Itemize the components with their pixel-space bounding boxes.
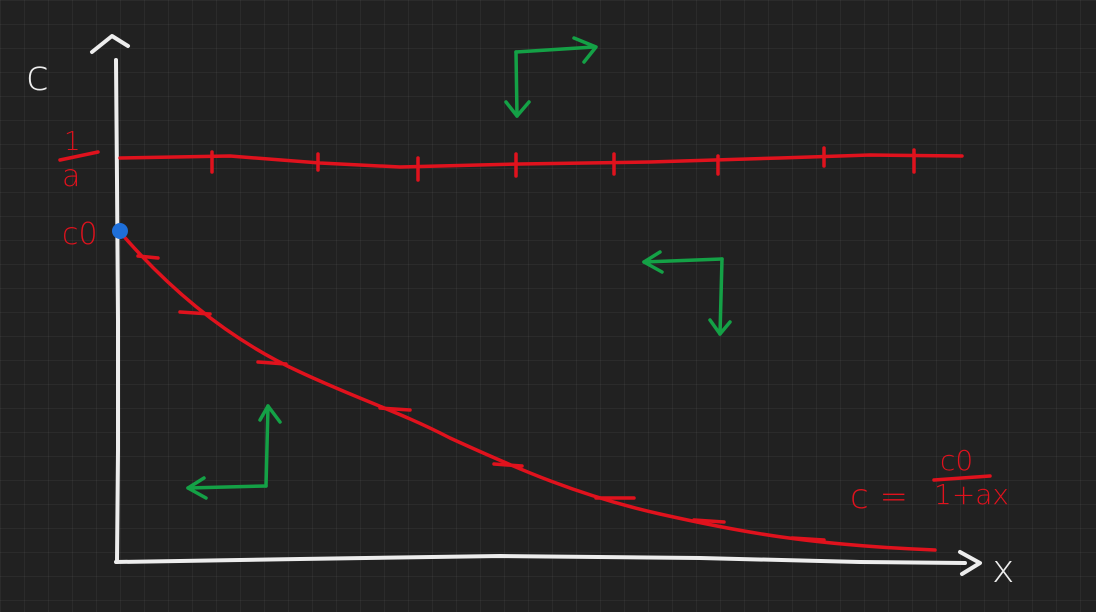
x-axis (114, 554, 967, 565)
arrow-up (264, 404, 270, 488)
arrow-up-head (258, 404, 282, 424)
direction-arrows-middle (642, 250, 732, 336)
arrow-down (718, 257, 724, 336)
direction-arrows-bottom (186, 404, 282, 500)
x-axis-label: x (992, 547, 1015, 591)
formula-numerator: c0 (940, 444, 973, 477)
tick-mark (178, 310, 212, 316)
curve-ticks (136, 254, 826, 542)
tick-mark (136, 254, 160, 260)
asymptote-ticks (210, 146, 916, 182)
c0-label: c0 (62, 217, 98, 252)
one-over-a-numerator: 1 (64, 127, 81, 157)
arrow-down-head (504, 100, 531, 118)
one-over-a-denominator: a (62, 159, 80, 194)
arrow-left-head (186, 476, 208, 500)
initial-point-marker (112, 223, 128, 239)
decay-curve (118, 230, 937, 552)
y-axis-arrowhead (90, 34, 130, 54)
tick-mark (790, 536, 826, 542)
c-axis-label: c (26, 51, 49, 100)
tick-mark (378, 406, 412, 412)
formula-lhs: c = (850, 477, 908, 517)
arrow-down (514, 50, 519, 118)
arrow-left (642, 257, 724, 264)
arrow-down-head (708, 318, 732, 336)
formula-fraction-bar (932, 474, 992, 482)
arrow-right (514, 45, 596, 54)
arrow-left (186, 484, 268, 490)
y-axis (114, 58, 120, 564)
direction-arrows-top (504, 36, 598, 118)
one-over-a-fraction-bar (58, 150, 100, 162)
tick-mark (256, 360, 288, 366)
formula-denominator: 1+ax (934, 478, 1009, 511)
tick-mark (692, 518, 726, 524)
arrow-left-head (642, 250, 664, 274)
tick-mark (492, 462, 524, 468)
arrow-right-head (572, 36, 598, 64)
x-axis-arrowhead (958, 550, 982, 576)
asymptote-line (118, 153, 964, 169)
